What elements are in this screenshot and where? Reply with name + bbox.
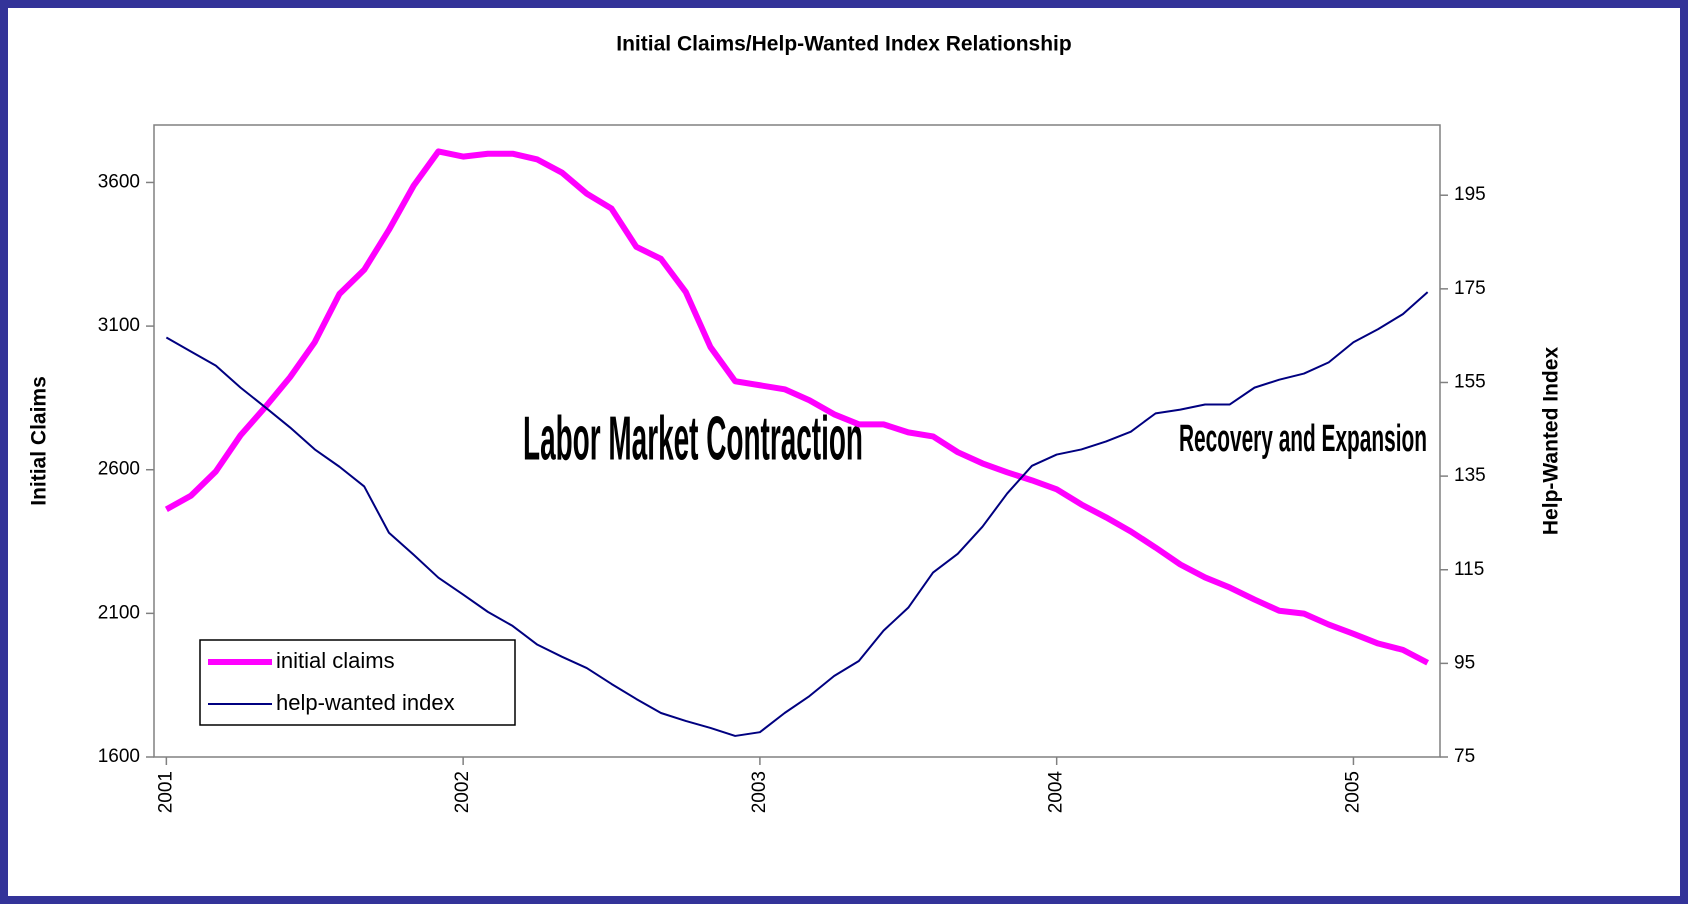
chart-title: Initial Claims/Help-Wanted Index Relatio…	[616, 33, 1071, 56]
line-series	[164, 148, 1430, 666]
y2-axis-title: Help-Wanted Index	[1540, 347, 1563, 536]
x-tick-label: 2005	[1342, 771, 1363, 813]
legend-label: initial claims	[276, 648, 395, 673]
y-tick-label: 3600	[98, 171, 140, 192]
y2-tick-label: 195	[1454, 184, 1486, 205]
y2-tick-label: 75	[1454, 746, 1475, 767]
y-tick-label: 2600	[98, 459, 140, 480]
y2-tick-label: 175	[1454, 278, 1486, 299]
x-tick-label: 2003	[749, 771, 770, 813]
y-tick-label: 3100	[98, 315, 140, 336]
y2-tick-label: 115	[1454, 559, 1484, 580]
annotation: Labor Market Contraction	[523, 404, 863, 473]
y-tick-label: 1600	[98, 746, 140, 767]
y-tick-label: 2100	[98, 602, 140, 623]
y2-tick-label: 135	[1454, 465, 1486, 486]
legend-label: help-wanted index	[276, 690, 455, 715]
legend-box	[199, 639, 516, 726]
line-series	[165, 291, 1429, 737]
x-tick-label: 2001	[155, 771, 176, 813]
annotation: Recovery and Expansion	[1179, 418, 1427, 460]
y2-tick-label: 155	[1454, 371, 1486, 392]
x-tick-label: 2004	[1046, 771, 1067, 814]
x-tick-label: 2002	[452, 771, 473, 813]
y-axis-title: Initial Claims	[28, 376, 51, 506]
y2-tick-label: 95	[1454, 652, 1475, 673]
